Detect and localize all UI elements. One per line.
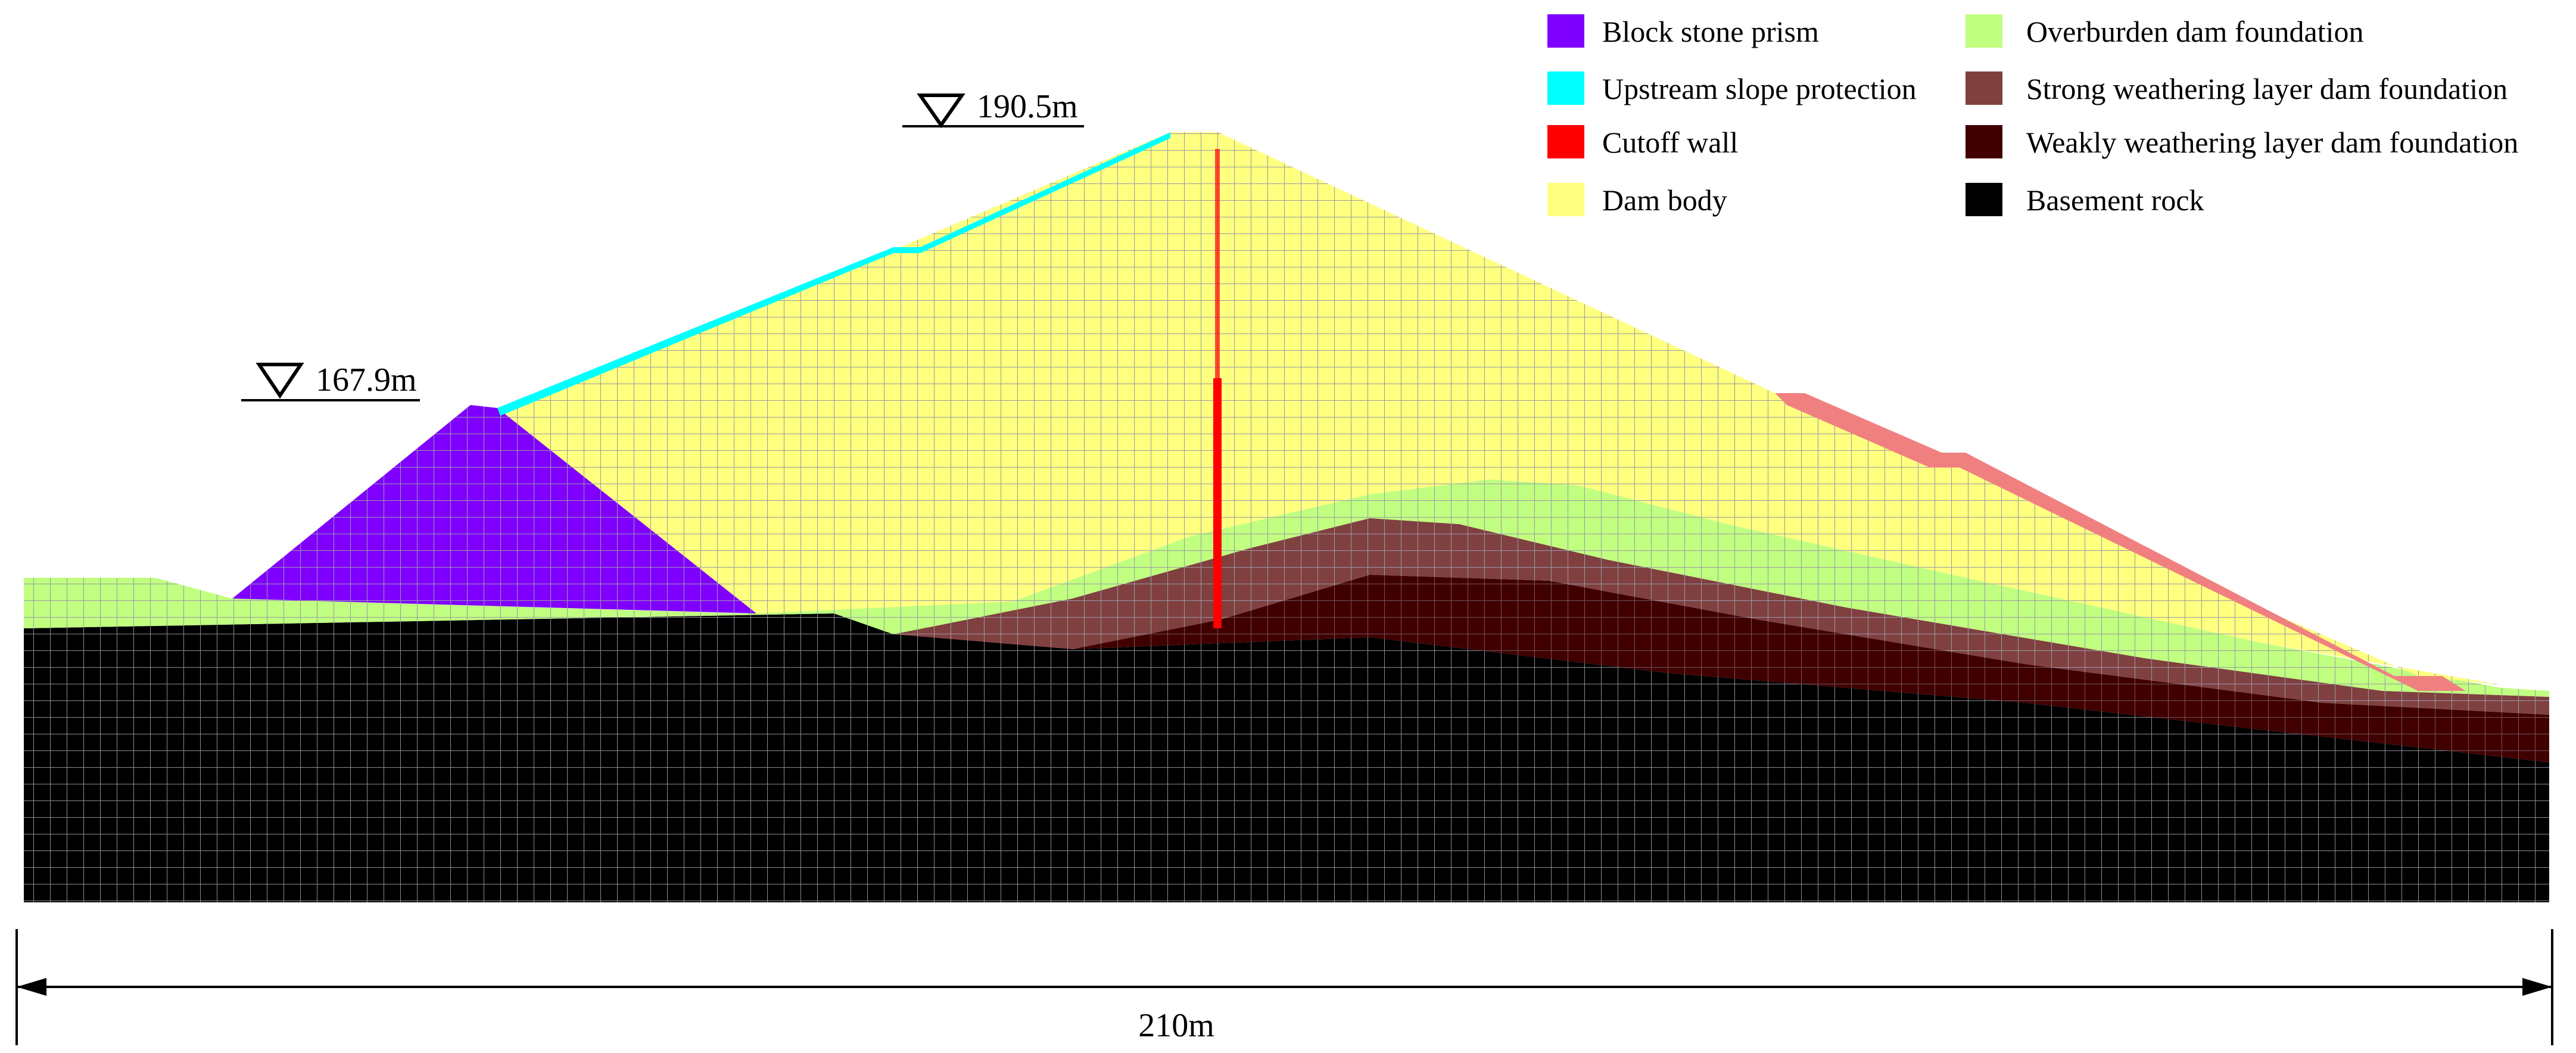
- width-dimension-label: 210m: [1138, 1007, 1214, 1044]
- water-level-triangle-icon: [917, 94, 965, 129]
- upstream-slope-protection: [497, 132, 1170, 416]
- cutoff-wall-upper: [1215, 149, 1220, 378]
- basement-rock-region: [24, 613, 2549, 902]
- legend-label: Weakly weathering layer dam foundation: [2026, 126, 2518, 159]
- block-stone-prism-region: [232, 405, 756, 613]
- legend-swatch: [1966, 183, 2002, 216]
- legend-label: Block stone prism: [1602, 15, 1819, 48]
- downstream-slope-protection: [1775, 393, 2466, 691]
- legend-label: Cutoff wall: [1602, 126, 1738, 159]
- legend-swatch: [1547, 183, 1584, 216]
- legend-swatch: [1547, 71, 1584, 105]
- weak-weathering-region: [1072, 575, 2549, 762]
- upstream-water-level-label: 190.5m: [977, 88, 1078, 125]
- cutoff-wall-group: [1213, 149, 1222, 628]
- legend-label: Dam body: [1602, 183, 1727, 217]
- overburden-region: [24, 479, 2549, 697]
- legend-label: Basement rock: [2026, 183, 2204, 217]
- upstream-water-level: 190.5m: [902, 88, 1084, 129]
- downstream-water-level: 167.9m: [241, 362, 420, 401]
- legend-label: Upstream slope protection: [1602, 72, 1917, 105]
- legend-swatch: [1547, 14, 1584, 48]
- water-level-triangle-icon: [256, 363, 304, 399]
- dimension-arrow-left: [17, 978, 46, 996]
- width-dimension: 210m: [15, 929, 2553, 1045]
- cutoff-wall: [1213, 378, 1222, 628]
- legend-label: Overburden dam foundation: [2026, 15, 2364, 48]
- dimension-arrow-right: [2522, 978, 2552, 996]
- legend-swatch: [1966, 14, 2002, 48]
- legend-swatch: [1547, 125, 1584, 158]
- strong-weathering-region: [893, 518, 2549, 715]
- legend-swatch: [1966, 71, 2002, 105]
- dam-body-region: [497, 132, 2502, 685]
- legend: Block stone prism Upstream slope protecti…: [1547, 14, 2518, 217]
- legend-label: Strong weathering layer dam foundation: [2026, 72, 2508, 105]
- legend-swatch: [1966, 125, 2002, 158]
- downstream-water-level-label: 167.9m: [316, 362, 417, 398]
